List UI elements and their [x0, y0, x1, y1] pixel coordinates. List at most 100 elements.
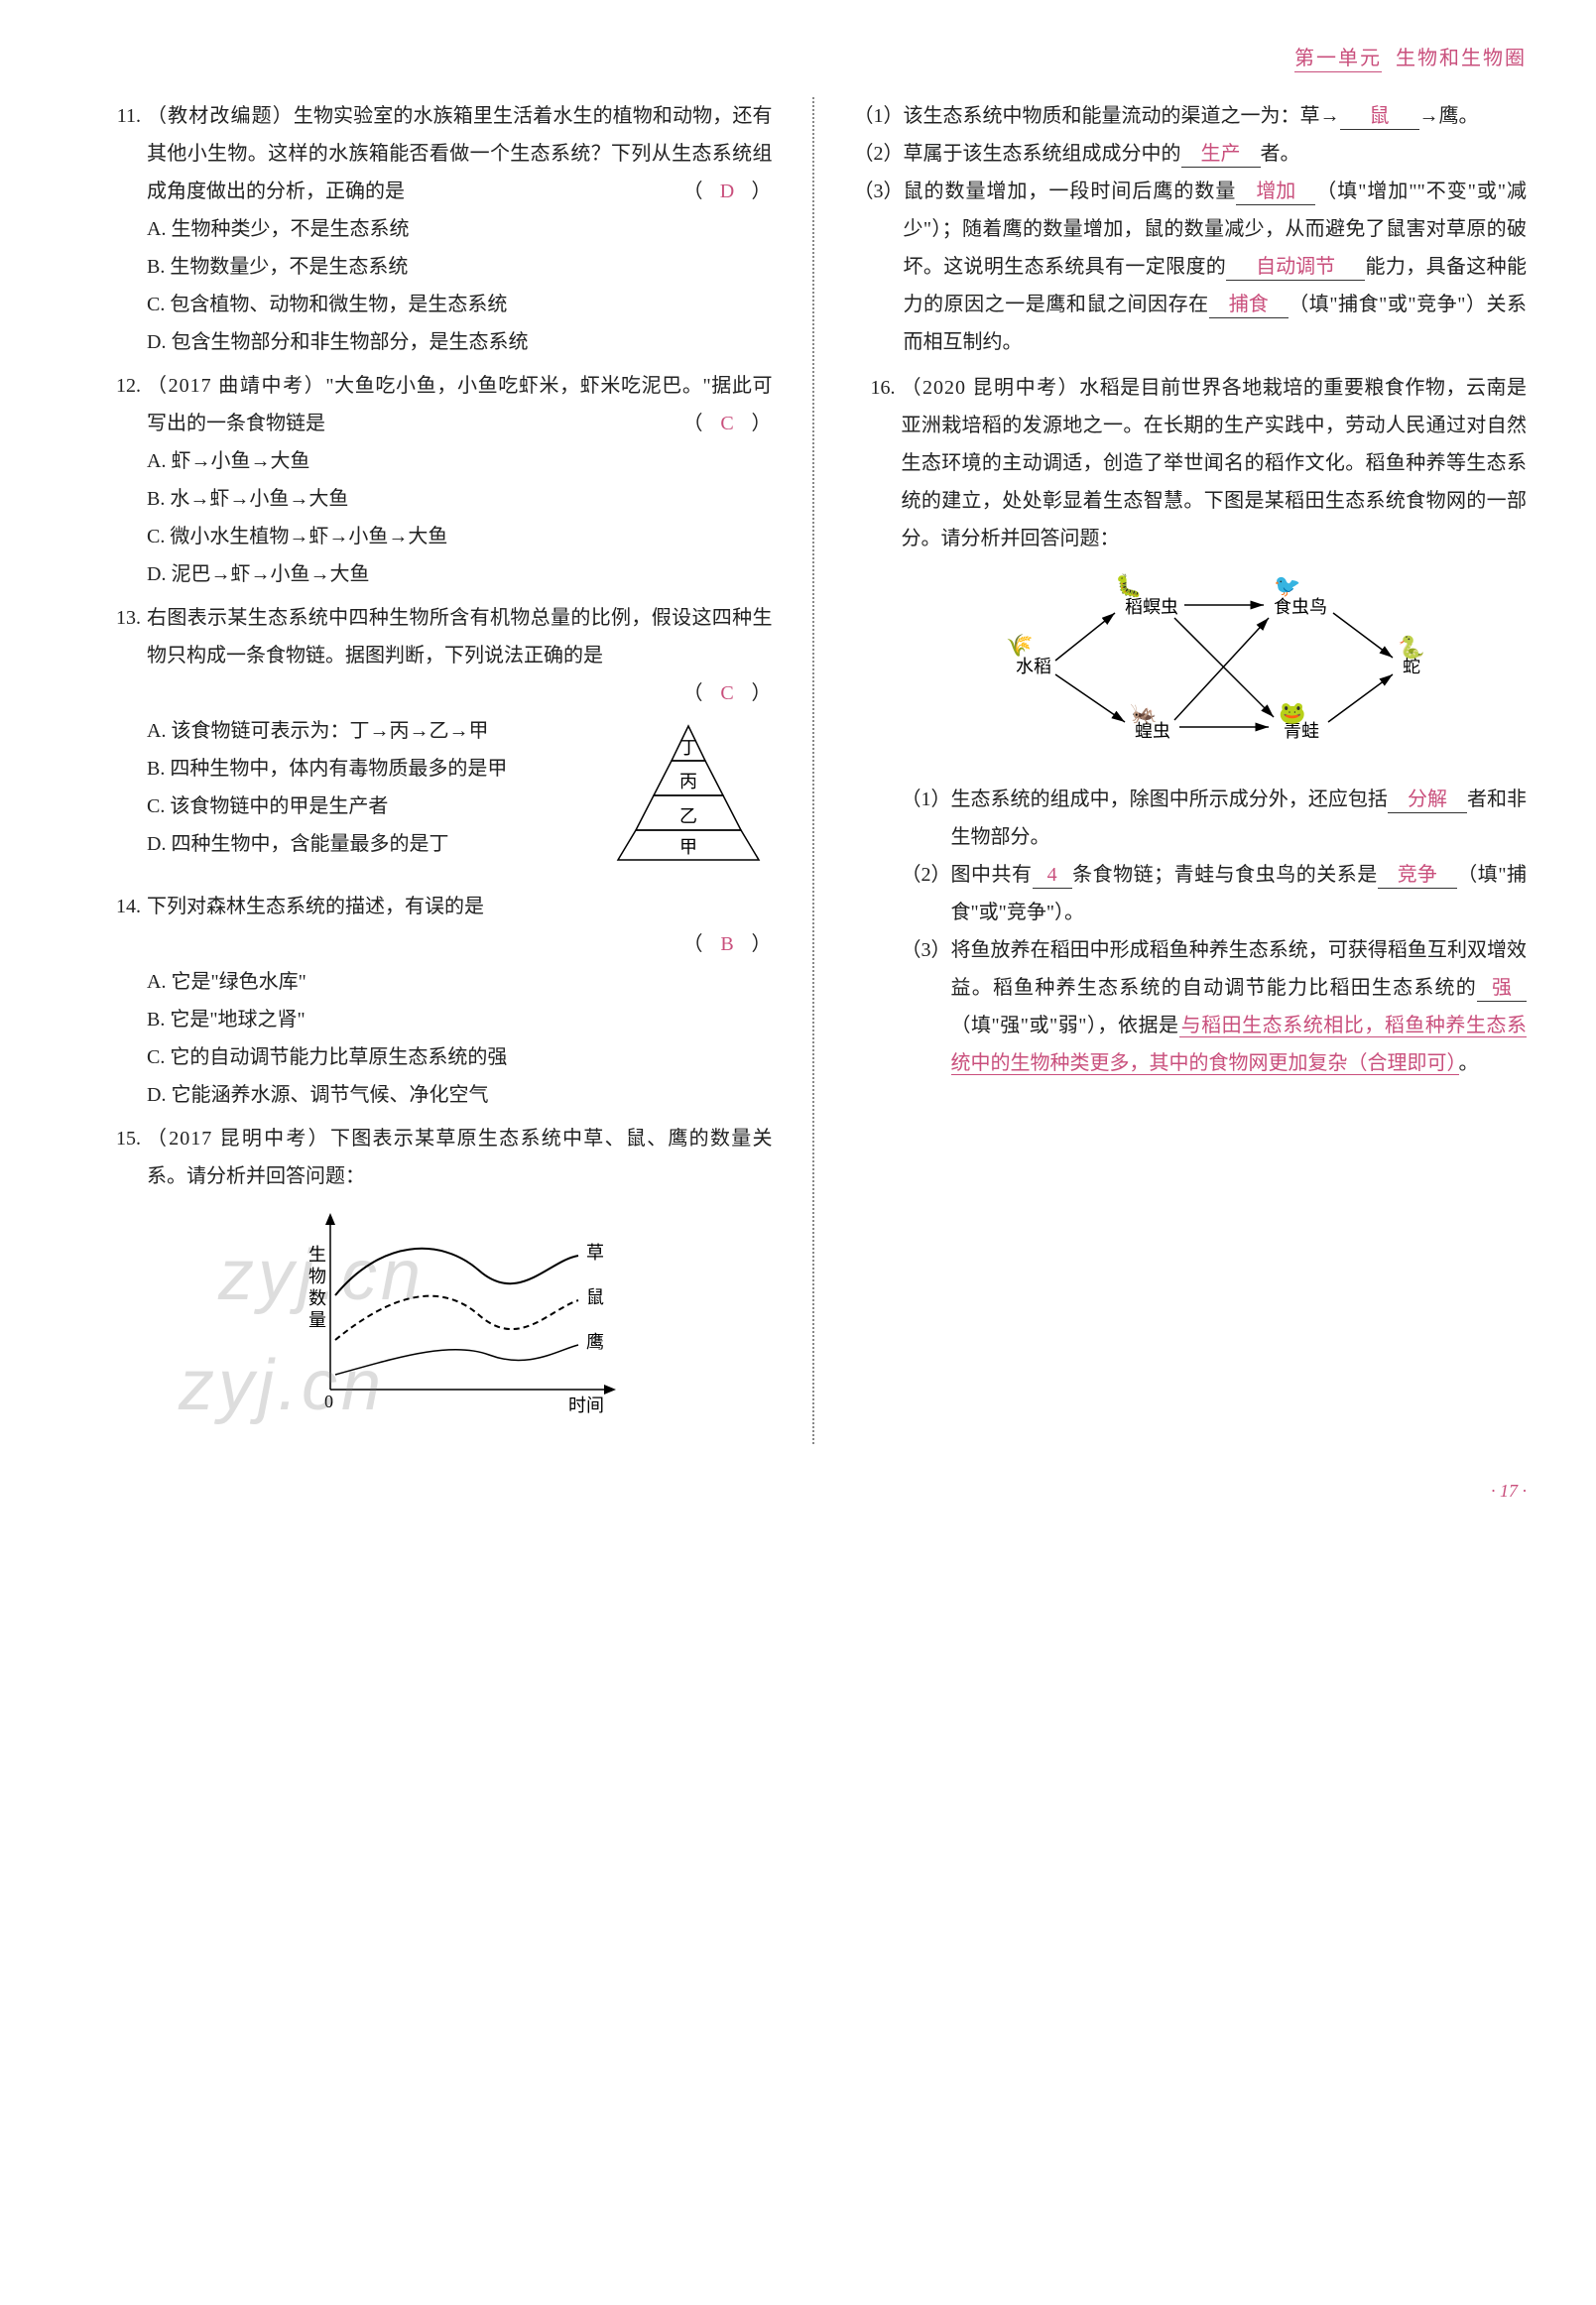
q11-options: A. 生物种类少，不是生态系统 B. 生物数量少，不是生态系统 C. 包含植物、…: [147, 210, 773, 361]
svg-text:量: 量: [308, 1310, 326, 1330]
q13-pyramid-figure: 丁 丙 乙 甲: [604, 716, 773, 878]
q16-sub2-blank1: 4: [1033, 862, 1072, 889]
svg-text:稻螟虫: 稻螟虫: [1125, 597, 1178, 617]
q15-sub1-blank: 鼠: [1340, 103, 1419, 130]
q16-stem: 水稻是目前世界各地栽培的重要粮食作物，云南是亚洲栽培稻的发源地之一。在长期的生产…: [902, 377, 1528, 549]
q12-opt-c: C. 微小水生植物→虾→小鱼→大鱼: [147, 518, 773, 555]
q12-opt-b: B. 水→虾→小鱼→大鱼: [147, 480, 773, 518]
q15-body: （2017 昆明中考）下图表示某草原生态系统中草、鼠、鹰的数量关系。请分析并回答…: [147, 1120, 773, 1438]
q11-opt-d: D. 包含生物部分和非生物部分，是生态系统: [147, 323, 773, 361]
q15-source: （2017 昆明中考）: [147, 1128, 330, 1150]
q14-stem: 下列对森林生态系统的描述，有误的是: [147, 896, 484, 917]
q11-answer-paren: （ D ）: [683, 173, 773, 210]
svg-text:丁: 丁: [679, 738, 697, 758]
q11-body: （教材改编题）生物实验室的水族箱里生活着水生的植物和动物，还有其他小生物。这样的…: [147, 97, 773, 361]
q15-sub2-blank: 生产: [1181, 141, 1261, 168]
question-12: 12. （2017 曲靖中考）"大鱼吃小鱼，小鱼吃虾米，虾米吃泥巴。"据此可写出…: [99, 367, 773, 593]
content-columns: 11. （教材改编题）生物实验室的水族箱里生活着水生的植物和动物，还有其他小生物…: [99, 97, 1527, 1444]
q11-source: （教材改编题）: [147, 105, 294, 127]
question-14: 14. 下列对森林生态系统的描述，有误的是 （ B ） A. 它是"绿色水库" …: [99, 888, 773, 1114]
question-16: 16. （2020 昆明中考）水稻是目前世界各地栽培的重要粮食作物，云南是亚洲栽…: [854, 369, 1528, 1082]
q15-sub3: （3） 鼠的数量增加，一段时间后鹰的数量增加（填"增加""不变"或"减少"）；随…: [854, 173, 1528, 361]
q12-options: A. 虾→小鱼→大鱼 B. 水→虾→小鱼→大鱼 C. 微小水生植物→虾→小鱼→大…: [147, 442, 773, 593]
svg-text:🌾: 🌾: [1006, 633, 1033, 658]
q14-opt-d: D. 它能涵养水源、调节气候、净化空气: [147, 1076, 773, 1114]
svg-text:数: 数: [308, 1288, 326, 1308]
q12-opt-d: D. 泥巴→虾→小鱼→大鱼: [147, 555, 773, 593]
q12-source: （2017 曲靖中考）: [147, 375, 325, 397]
q16-sub1-num: （1）: [902, 781, 951, 856]
q14-answer: B: [710, 925, 746, 963]
q16-sub1: （1） 生态系统的组成中，除图中所示成分外，还应包括分解者和非生物部分。: [902, 781, 1528, 856]
q12-answer: C: [710, 405, 746, 442]
page-number: · 17 ·: [99, 1474, 1527, 1508]
q15-sub2-num: （2）: [854, 135, 904, 173]
q11-opt-b: B. 生物数量少，不是生态系统: [147, 248, 773, 286]
q14-opt-c: C. 它的自动调节能力比草原生态系统的强: [147, 1038, 773, 1076]
q13-stem: 右图表示某生态系统中四种生物所含有机物总量的比例，假设这四种生物只构成一条食物链…: [147, 607, 773, 667]
q15-sub2-body: 草属于该生态系统组成成分中的生产者。: [904, 135, 1528, 173]
question-13: 13. 右图表示某生态系统中四种生物所含有机物总量的比例，假设这四种生物只构成一…: [99, 599, 773, 882]
q15-number: 15.: [99, 1120, 147, 1438]
page-header: 第一单元 生物和生物圈: [99, 40, 1527, 77]
q13-answer: C: [710, 674, 746, 712]
q16-sub1-body: 生态系统的组成中，除图中所示成分外，还应包括分解者和非生物部分。: [951, 781, 1528, 856]
svg-text:时间: 时间: [568, 1395, 604, 1415]
q15-sub2: （2） 草属于该生态系统组成成分中的生产者。: [854, 135, 1528, 173]
unit-title: 生物和生物圈: [1396, 48, 1527, 69]
column-divider: [812, 97, 814, 1444]
q16-foodweb: 水稻 稻螟虫 蝗虫 食虫鸟 青蛙 蛇 🐛 🐦 🦗 🐸 🌾 🐍: [902, 563, 1528, 775]
svg-text:🐍: 🐍: [1398, 635, 1424, 660]
q12-body: （2017 曲靖中考）"大鱼吃小鱼，小鱼吃虾米，虾米吃泥巴。"据此可写出的一条食…: [147, 367, 773, 593]
q14-answer-paren: （ B ）: [147, 925, 773, 963]
q15-sub1: （1） 该生态系统中物质和能量流动的渠道之一为：草→鼠→鹰。: [854, 97, 1528, 135]
q12-opt-a: A. 虾→小鱼→大鱼: [147, 442, 773, 480]
question-15: 15. （2017 昆明中考）下图表示某草原生态系统中草、鼠、鹰的数量关系。请分…: [99, 1120, 773, 1438]
q11-opt-a: A. 生物种类少，不是生态系统: [147, 210, 773, 248]
q16-sub2-body: 图中共有4条食物链；青蛙与食虫鸟的关系是竞争（填"捕食"或"竞争"）。: [951, 856, 1528, 931]
svg-text:丙: 丙: [679, 772, 697, 791]
q15-sub3-blank1: 增加: [1236, 179, 1315, 205]
right-column: （1） 该生态系统中物质和能量流动的渠道之一为：草→鼠→鹰。 （2） 草属于该生…: [854, 97, 1528, 1444]
svg-text:🦗: 🦗: [1130, 700, 1157, 725]
q16-sub1-blank: 分解: [1388, 787, 1467, 813]
q16-sub3-num: （3）: [902, 931, 951, 1082]
svg-text:鹰: 鹰: [586, 1332, 604, 1352]
ylabel-1: 生: [308, 1245, 326, 1265]
svg-text:乙: 乙: [679, 806, 697, 826]
question-11: 11. （教材改编题）生物实验室的水族箱里生活着水生的植物和动物，还有其他小生物…: [99, 97, 773, 361]
svg-text:🐸: 🐸: [1279, 700, 1305, 725]
svg-text:水稻: 水稻: [1016, 657, 1051, 676]
svg-text:🐛: 🐛: [1115, 573, 1142, 598]
q15-sub1-num: （1）: [854, 97, 904, 135]
pyramid-icon: 丁 丙 乙 甲: [604, 716, 773, 865]
q12-answer-paren: （ C ）: [683, 405, 773, 442]
q16-body: （2020 昆明中考）水稻是目前世界各地栽培的重要粮食作物，云南是亚洲栽培稻的发…: [902, 369, 1528, 1082]
q16-sub3-blank1: 强: [1477, 975, 1527, 1002]
svg-text:物: 物: [308, 1267, 326, 1286]
q16-source: （2020 昆明中考）: [902, 377, 1080, 399]
q16-sub3: （3） 将鱼放养在稻田中形成稻鱼种养生态系统，可获得稻鱼互利双增效益。稻鱼种养生…: [902, 931, 1528, 1082]
q11-number: 11.: [99, 97, 147, 361]
q13-answer-paren: （ C ）: [147, 674, 773, 712]
q14-opt-b: B. 它是"地球之肾": [147, 1001, 773, 1038]
left-column: 11. （教材改编题）生物实验室的水族箱里生活着水生的植物和动物，还有其他小生物…: [99, 97, 773, 1444]
q13-body: 右图表示某生态系统中四种生物所含有机物总量的比例，假设这四种生物只构成一条食物链…: [147, 599, 773, 882]
q11-opt-c: C. 包含植物、动物和微生物，是生态系统: [147, 286, 773, 323]
q14-body: 下列对森林生态系统的描述，有误的是 （ B ） A. 它是"绿色水库" B. 它…: [147, 888, 773, 1114]
foodweb-diagram-icon: 水稻 稻螟虫 蝗虫 食虫鸟 青蛙 蛇 🐛 🐦 🦗 🐸 🌾 🐍: [976, 563, 1452, 762]
q13-number: 13.: [99, 599, 147, 882]
q15-sub3-body: 鼠的数量增加，一段时间后鹰的数量增加（填"增加""不变"或"减少"）；随着鹰的数…: [904, 173, 1528, 361]
q15-chart: 生 物 数 量 0 时间 草 鼠 鹰: [147, 1201, 773, 1432]
q16-number: 16.: [854, 369, 902, 1082]
svg-text:鼠: 鼠: [586, 1287, 604, 1307]
q16-sub2-blank2: 竞争: [1378, 862, 1457, 889]
q15-sub3-blank2: 自动调节: [1226, 254, 1365, 281]
svg-text:食虫鸟: 食虫鸟: [1274, 597, 1327, 617]
unit-label: 第一单元: [1294, 48, 1382, 72]
q11-answer: D: [710, 173, 746, 210]
svg-text:🐦: 🐦: [1274, 573, 1300, 598]
q15-sub1-body: 该生态系统中物质和能量流动的渠道之一为：草→鼠→鹰。: [904, 97, 1528, 135]
line-chart-icon: 生 物 数 量 0 时间 草 鼠 鹰: [281, 1201, 638, 1419]
q14-number: 14.: [99, 888, 147, 1114]
